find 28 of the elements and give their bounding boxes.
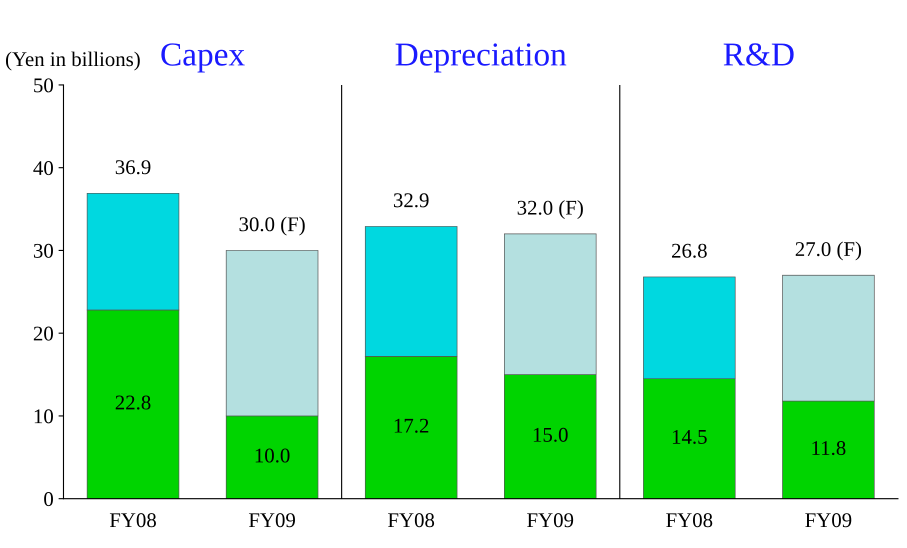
- x-tick-label: FY09: [527, 513, 574, 528]
- y-axis-title: (Yen in billions): [6, 52, 140, 70]
- y-tick-label: 40: [33, 161, 53, 176]
- x-tick-label: FY09: [805, 513, 852, 528]
- x-tick-label: FY09: [248, 513, 295, 528]
- data-label: 11.8: [812, 441, 846, 456]
- total-label: 36.9: [116, 160, 150, 174]
- data-label: 14.5: [672, 430, 707, 444]
- text: Depreciation: [396, 43, 566, 73]
- data-label: 15.0: [534, 428, 568, 442]
- y-tick-label: 10: [34, 409, 53, 424]
- total-label: 30.0 (F): [240, 216, 305, 236]
- x-tick-label: FY08: [388, 513, 434, 528]
- data-label: 17.2: [394, 418, 428, 433]
- y-tick-label: 0: [44, 492, 53, 506]
- y-tick-label: 50: [34, 78, 53, 92]
- total-label: 32.9: [394, 193, 429, 208]
- total-label: 32.0 (F): [518, 200, 583, 219]
- y-tick-label: 20: [34, 326, 53, 341]
- total-label: 26.8: [672, 244, 707, 258]
- text: R&D: [724, 43, 794, 66]
- data-label: 10.0: [256, 448, 290, 463]
- text: Capex: [161, 43, 245, 73]
- y-tick-label: 30: [34, 244, 53, 258]
- total-label: 27.0 (F): [796, 241, 862, 260]
- x-tick-label: FY08: [110, 513, 156, 528]
- x-tick-label: FY08: [666, 513, 712, 528]
- data-label: 22.8: [116, 396, 150, 410]
